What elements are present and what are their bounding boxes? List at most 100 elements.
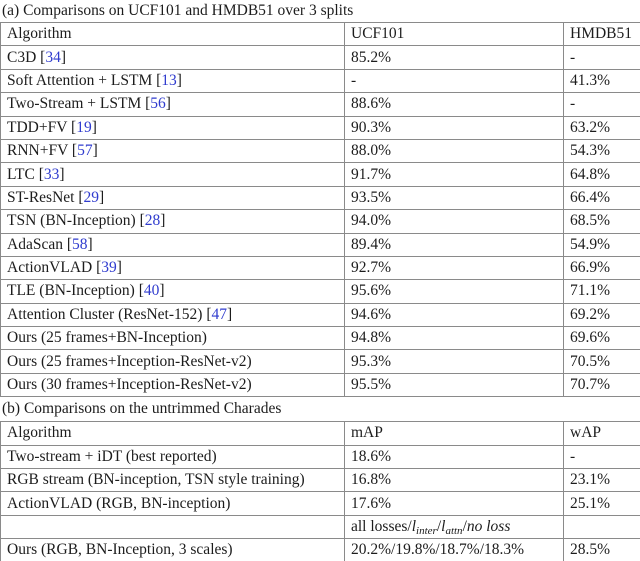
table-row: Ours (30 frames+Inception-ResNet-v2) 95.5… <box>0 372 640 398</box>
ucf101-cell: 95.3% <box>344 349 564 374</box>
loss-sub-attn: attn <box>445 525 463 537</box>
citation-link[interactable]: 28 <box>144 212 161 230</box>
column-header-algorithm: Algorithm <box>0 421 345 446</box>
citation-link[interactable]: 39 <box>101 259 117 277</box>
table-row: ActionVLAD (RGB, BN-inception) 17.6% 25.… <box>0 491 640 516</box>
column-header-map: mAP <box>344 421 564 446</box>
loss-no-loss: no loss <box>466 518 511 535</box>
ucf101-cell: 88.6% <box>344 92 564 117</box>
algorithm-cell: Soft Attention + LSTM [13] <box>0 68 345 94</box>
algorithm-cell: ST-ResNet [29] <box>0 185 345 211</box>
map-cell: 17.6% <box>344 491 564 516</box>
algorithm-cell: ActionVLAD [39] <box>0 255 345 281</box>
table-row: RGB stream (BN-inception, TSN style trai… <box>0 468 640 493</box>
hmdb51-cell: 54.9% <box>563 232 640 257</box>
hmdb51-cell: 70.5% <box>563 349 640 374</box>
map-cell: 18.6% <box>344 444 564 470</box>
table-a: Algorithm UCF101 HMDB51 C3D [34] 85.2% - So… <box>0 21 640 398</box>
wap-cell: - <box>563 444 640 470</box>
table-row: Two-stream + iDT (best reported) 18.6% - <box>0 444 640 470</box>
hmdb51-cell: 64.8% <box>563 162 640 187</box>
table-row: AdaScan [58] 89.4% 54.9% <box>0 232 640 257</box>
citation-link[interactable]: 29 <box>83 188 100 206</box>
algorithm-cell: Ours (25 frames+BN-Inception) <box>0 326 345 351</box>
citation-link[interactable]: 57 <box>77 142 93 160</box>
loss-var-inter: l <box>411 518 417 535</box>
hmdb51-cell: - <box>563 45 640 70</box>
algorithm-cell: ActionVLAD (RGB, BN-inception) <box>0 491 345 516</box>
hmdb51-cell: 70.7% <box>563 372 640 398</box>
citation-link[interactable]: 40 <box>143 282 160 300</box>
algorithm-cell: Attention Cluster (ResNet-152) [47] <box>0 302 345 328</box>
loss-var-attn: l <box>441 518 446 535</box>
map-cell: 16.8% <box>344 468 564 493</box>
map-cell: 20.2%/19.8%/18.7%/18.3% <box>344 538 564 561</box>
hmdb51-cell: 66.9% <box>563 255 640 281</box>
column-header-hmdb51: HMDB51 <box>563 21 640 47</box>
loss-sub-inter: inter <box>416 525 437 537</box>
loss-prefix: all losses/ <box>351 518 412 535</box>
hmdb51-cell: 63.2% <box>563 115 640 140</box>
ucf101-cell: 88.0% <box>344 138 564 164</box>
algorithm-cell: RNN+FV [57] <box>0 138 345 164</box>
table-b: Algorithm mAP wAP Two-stream + iDT (best… <box>0 421 640 561</box>
wap-cell: 25.1% <box>563 491 640 516</box>
ucf101-cell: 90.3% <box>344 115 564 140</box>
hmdb51-cell: 69.2% <box>563 302 640 328</box>
wap-cell: 23.1% <box>563 468 640 493</box>
table-a-header-row: Algorithm UCF101 HMDB51 <box>0 21 640 47</box>
table-row: TSN (BN-Inception) [28] 94.0% 68.5% <box>0 209 640 234</box>
hmdb51-cell: 41.3% <box>563 68 640 94</box>
table-row: Ours (RGB, BN-Inception, 3 scales) 20.2%… <box>0 538 640 561</box>
algorithm-cell: AdaScan [58] <box>0 232 345 257</box>
loss-variants-row: all losses/linter/lattn/no loss <box>0 514 640 540</box>
ucf101-cell: 94.6% <box>344 302 564 328</box>
caption-a: (a) Comparisons on UCF101 and HMDB51 ove… <box>2 2 354 19</box>
hmdb51-cell: - <box>563 92 640 117</box>
table-row: C3D [34] 85.2% - <box>0 45 640 70</box>
ucf101-cell: 94.0% <box>344 209 564 234</box>
algorithm-cell: Ours (30 frames+Inception-ResNet-v2) <box>0 372 345 398</box>
algorithm-cell: Two-Stream + LSTM [56] <box>0 92 345 117</box>
citation-link[interactable]: 19 <box>76 118 92 136</box>
algorithm-cell: LTC [33] <box>0 162 345 187</box>
table-row: RNN+FV [57] 88.0% 54.3% <box>0 138 640 164</box>
empty-cell <box>563 514 640 540</box>
hmdb51-cell: 68.5% <box>563 209 640 234</box>
table-row: ST-ResNet [29] 93.5% 66.4% <box>0 185 640 211</box>
citation-link[interactable]: 33 <box>43 165 60 183</box>
ucf101-cell: 94.8% <box>344 326 564 351</box>
citation-link[interactable]: 34 <box>45 48 61 66</box>
column-header-ucf101: UCF101 <box>344 21 564 47</box>
citation-link[interactable]: 58 <box>72 235 88 253</box>
column-header-wap: wAP <box>563 421 640 446</box>
hmdb51-cell: 66.4% <box>563 185 640 211</box>
caption-b: (b) Comparisons on the untrimmed Charade… <box>2 400 282 418</box>
table-row: Attention Cluster (ResNet-152) [47] 94.6%… <box>0 302 640 328</box>
ucf101-cell: 95.5% <box>344 372 564 398</box>
separator: / <box>436 518 442 535</box>
hmdb51-cell: 54.3% <box>563 138 640 164</box>
column-header-algorithm: Algorithm <box>0 21 345 47</box>
loss-variants-cell: all losses/linter/lattn/no loss <box>344 514 564 540</box>
empty-cell <box>0 514 345 540</box>
hmdb51-cell: 69.6% <box>563 326 640 351</box>
table-row: Soft Attention + LSTM [13] -41.3% <box>0 68 640 94</box>
ucf101-cell: 85.2% <box>344 45 564 70</box>
citation-link[interactable]: 56 <box>150 95 166 113</box>
separator: / <box>462 518 467 535</box>
ucf101-cell: 91.7% <box>344 162 564 187</box>
algorithm-cell: TLE (BN-Inception) [40] <box>0 279 345 304</box>
table-row: TLE (BN-Inception) [40] 95.6% 71.1% <box>0 279 640 304</box>
algorithm-cell: Ours (RGB, BN-Inception, 3 scales) <box>0 538 345 561</box>
citation-link[interactable]: 13 <box>161 71 177 89</box>
table-row: LTC [33] 91.7% 64.8% <box>0 162 640 187</box>
table-row: ActionVLAD [39] 92.7% 66.9% <box>0 255 640 281</box>
ucf101-cell: 89.4% <box>344 232 564 257</box>
algorithm-cell: RGB stream (BN-inception, TSN style trai… <box>0 468 345 493</box>
citation-link[interactable]: 47 <box>211 305 228 323</box>
ucf101-cell: 93.5% <box>344 185 564 211</box>
table-a-body: Algorithm UCF101 HMDB51 C3D [34] 85.2% - So… <box>0 21 640 398</box>
table-b-header-row: Algorithm mAP wAP <box>0 421 640 446</box>
table-row: TDD+FV [19] 90.3% 63.2% <box>0 115 640 140</box>
